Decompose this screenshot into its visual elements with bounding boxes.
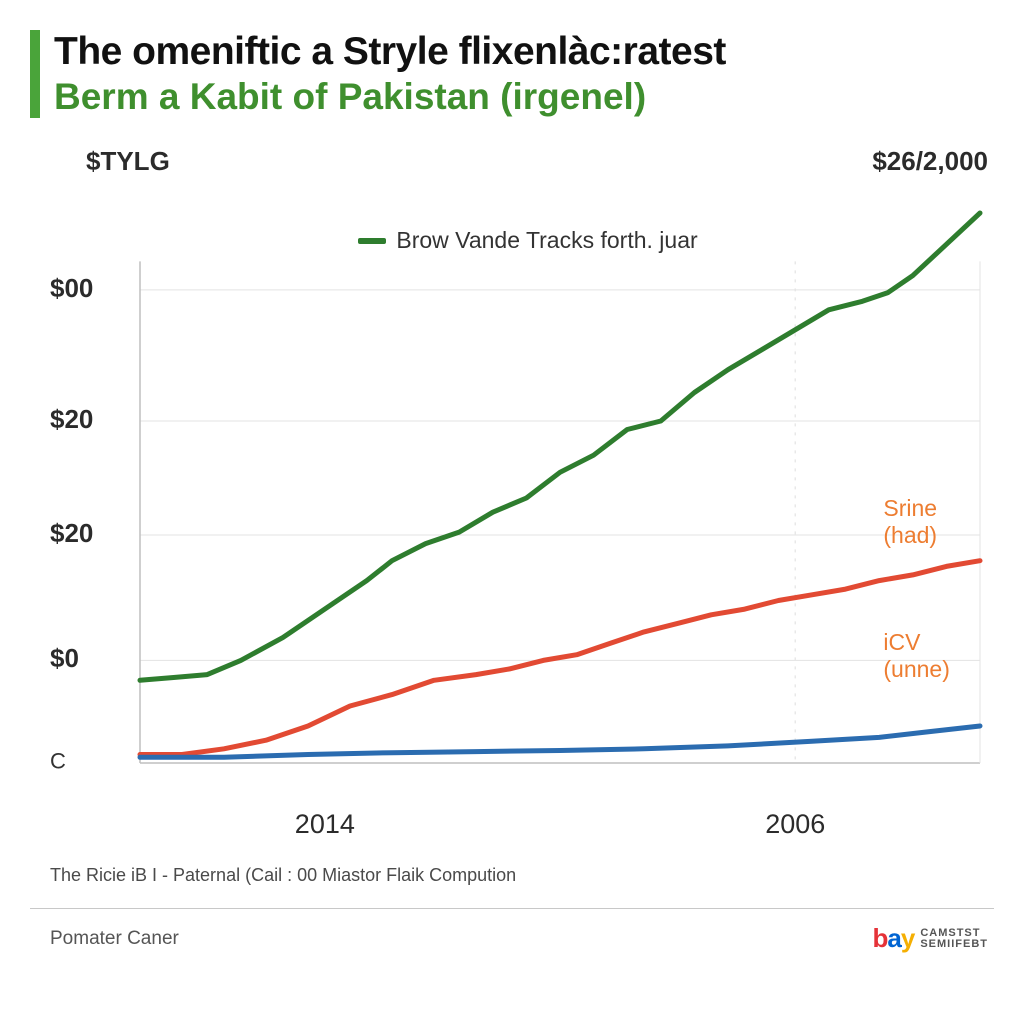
title-line-2: Berm a Kabit of Pakistan (irgenel) xyxy=(54,76,726,118)
brand-logo: bay xyxy=(873,923,915,954)
accent-bar xyxy=(30,30,40,118)
footer: Pomater Caner bay CAMSTST SEMIIFEBT xyxy=(30,909,994,954)
x-axis: 2014 2006 xyxy=(50,803,994,843)
series-green xyxy=(140,213,980,680)
title-line-1: The omeniftic a Stryle flixenlàc:ratest xyxy=(54,30,726,74)
series-annotation: iCV (unne) xyxy=(883,629,984,683)
footer-credit: Pomater Caner xyxy=(50,928,179,950)
legend-swatch xyxy=(358,238,386,244)
x-tick-label: 2006 xyxy=(765,809,825,840)
brand-sub-bottom: SEMIIFEBT xyxy=(920,939,988,950)
legend: Brow Vande Tracks forth. juar xyxy=(358,227,697,254)
y-tick-label: $20 xyxy=(50,518,93,549)
y-tick-label: $20 xyxy=(50,404,93,435)
brand-sub-top: CAMSTST xyxy=(920,928,988,939)
legend-label: Brow Vande Tracks forth. juar xyxy=(396,227,697,254)
y-tick-label: $00 xyxy=(50,273,93,304)
y-axis-unit-right: $26/2,000 xyxy=(872,146,988,177)
brand: bay CAMSTST SEMIIFEBT xyxy=(873,923,989,954)
y-axis-unit-left: $TYLG xyxy=(86,146,170,177)
series-red xyxy=(140,561,980,755)
series-annotation: Srine (had) xyxy=(883,495,984,549)
y-tick-label: C xyxy=(50,749,66,775)
chart-svg xyxy=(50,183,1000,803)
source-line: The Ricie iB I - Paternal (Cail : 00 Mia… xyxy=(50,865,994,886)
axis-top-labels: $TYLG $26/2,000 xyxy=(86,146,988,177)
y-tick-label: $0 xyxy=(50,643,79,674)
x-tick-label: 2014 xyxy=(295,809,355,840)
chart: $00 $20 $20 $0 C Brow Vande Tracks forth. jua… xyxy=(50,183,984,803)
brand-subtext: CAMSTST SEMIIFEBT xyxy=(920,928,988,950)
title-block: The omeniftic a Stryle flixenlàc:ratest … xyxy=(30,30,994,118)
